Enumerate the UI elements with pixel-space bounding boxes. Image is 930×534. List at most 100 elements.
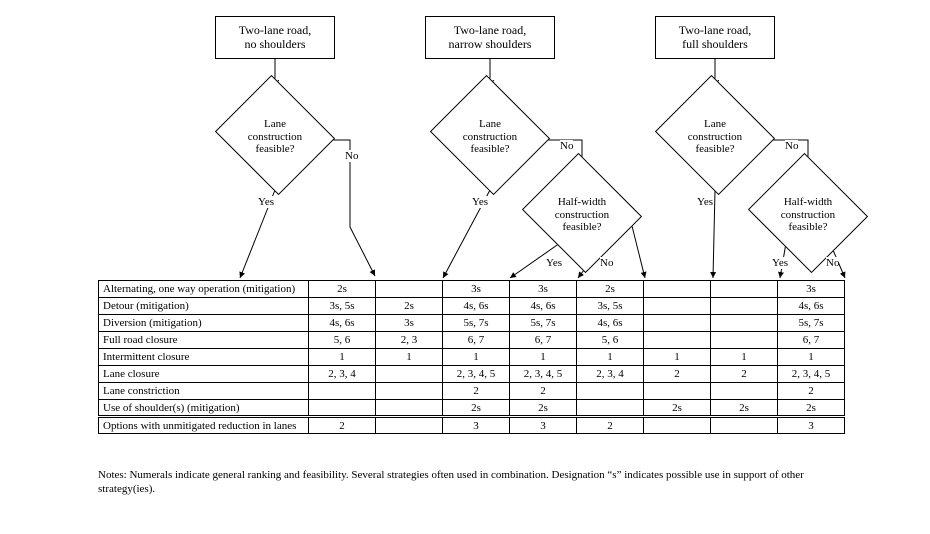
decision-diamond (430, 75, 550, 195)
table-cell (711, 298, 778, 315)
table-cell: 2, 3, 4, 5 (443, 366, 510, 383)
decision-diamond (522, 153, 642, 273)
table-cell: 2s (644, 400, 711, 417)
table-cell (644, 281, 711, 298)
table-cell: 3 (510, 417, 577, 434)
table-cell: 4s, 6s (778, 298, 845, 315)
edge-label: No (785, 140, 798, 152)
row-label: Alternating, one way operation (mitigati… (99, 281, 309, 298)
table-cell (577, 383, 644, 400)
table-cell: 3s, 5s (577, 298, 644, 315)
table-cell: 1 (443, 349, 510, 366)
table-cell: 2, 3 (376, 332, 443, 349)
table-cell: 5s, 7s (510, 315, 577, 332)
table-cell: 2, 3, 4, 5 (510, 366, 577, 383)
table-cell: 3s, 5s (309, 298, 376, 315)
table-cell: 2 (309, 417, 376, 434)
table-cell: 4s, 6s (510, 298, 577, 315)
table-cell: 3s (443, 281, 510, 298)
table-cell: 5, 6 (309, 332, 376, 349)
table-cell: 2s (711, 400, 778, 417)
table-cell: 3 (443, 417, 510, 434)
edge-label: Yes (697, 196, 713, 208)
table-cell: 2 (510, 383, 577, 400)
header-text: Two-lane road, (239, 23, 311, 37)
flowchart-region: Two-lane road, no shoulders Two-lane roa… (0, 0, 930, 280)
table-cell (711, 383, 778, 400)
table-cell (309, 400, 376, 417)
table-cell: 1 (376, 349, 443, 366)
table-cell: 2, 3, 4 (577, 366, 644, 383)
table-cell: 5s, 7s (778, 315, 845, 332)
table-row: Full road closure5, 62, 36, 76, 75, 66, … (99, 332, 845, 349)
table-cell: 2, 3, 4, 5 (778, 366, 845, 383)
header-text: Two-lane road, (679, 23, 751, 37)
table-cell (644, 383, 711, 400)
edge-label: Yes (472, 196, 488, 208)
table-cell: 2 (778, 383, 845, 400)
decision-diamond (655, 75, 775, 195)
table-cell: 4s, 6s (443, 298, 510, 315)
table-cell (376, 417, 443, 434)
row-label: Lane constriction (99, 383, 309, 400)
table-cell (309, 383, 376, 400)
table-cell: 6, 7 (778, 332, 845, 349)
table-cell: 4s, 6s (309, 315, 376, 332)
edge-label: No (345, 150, 358, 162)
edge-label: No (560, 140, 573, 152)
edge-label: No (826, 257, 839, 269)
table-row: Alternating, one way operation (mitigati… (99, 281, 845, 298)
table-cell: 2 (577, 417, 644, 434)
row-label: Use of shoulder(s) (mitigation) (99, 400, 309, 417)
decision-diamond (748, 153, 868, 273)
strategy-table: Alternating, one way operation (mitigati… (98, 280, 845, 434)
table-cell (644, 332, 711, 349)
row-label: Intermittent closure (99, 349, 309, 366)
table-cell (577, 400, 644, 417)
table-cell: 1 (510, 349, 577, 366)
table-cell: 2s (577, 281, 644, 298)
header-text: narrow shoulders (449, 37, 532, 51)
table-cell: 5s, 7s (443, 315, 510, 332)
table-cell: 3s (778, 281, 845, 298)
table-cell (376, 383, 443, 400)
header-text: full shoulders (682, 37, 748, 51)
table-row: Use of shoulder(s) (mitigation)2s2s2s2s2… (99, 400, 845, 417)
table-cell: 2 (711, 366, 778, 383)
table-cell (711, 332, 778, 349)
table-row: Lane closure2, 3, 42, 3, 4, 52, 3, 4, 52… (99, 366, 845, 383)
table-cell (711, 315, 778, 332)
table-row: Diversion (mitigation)4s, 6s3s5s, 7s5s, … (99, 315, 845, 332)
row-label: Diversion (mitigation) (99, 315, 309, 332)
table-cell: 2s (309, 281, 376, 298)
header-box: Two-lane road, full shoulders (655, 16, 775, 59)
row-label: Options with unmitigated reduction in la… (99, 417, 309, 434)
table-cell (711, 417, 778, 434)
table-cell (644, 315, 711, 332)
table-cell: 1 (644, 349, 711, 366)
table-summary-row: Options with unmitigated reduction in la… (99, 417, 845, 434)
row-label: Lane closure (99, 366, 309, 383)
table-cell: 6, 7 (510, 332, 577, 349)
table-row: Detour (mitigation)3s, 5s2s4s, 6s4s, 6s3… (99, 298, 845, 315)
table-cell: 1 (577, 349, 644, 366)
header-text: no shoulders (245, 37, 306, 51)
table-cell (376, 281, 443, 298)
table-cell: 3s (510, 281, 577, 298)
header-box: Two-lane road, narrow shoulders (425, 16, 555, 59)
table-cell: 1 (309, 349, 376, 366)
decision-diamond (215, 75, 335, 195)
table-cell: 2s (778, 400, 845, 417)
edge-label: Yes (546, 257, 562, 269)
table-cell: 6, 7 (443, 332, 510, 349)
table-cell: 4s, 6s (577, 315, 644, 332)
table-cell: 2 (644, 366, 711, 383)
table-cell (376, 400, 443, 417)
notes-text: Notes: Numerals indicate general ranking… (98, 468, 838, 497)
table-row: Lane constriction222 (99, 383, 845, 400)
table-cell: 2, 3, 4 (309, 366, 376, 383)
table-cell: 2s (510, 400, 577, 417)
table-cell: 5, 6 (577, 332, 644, 349)
table-cell: 1 (778, 349, 845, 366)
table-cell (376, 366, 443, 383)
